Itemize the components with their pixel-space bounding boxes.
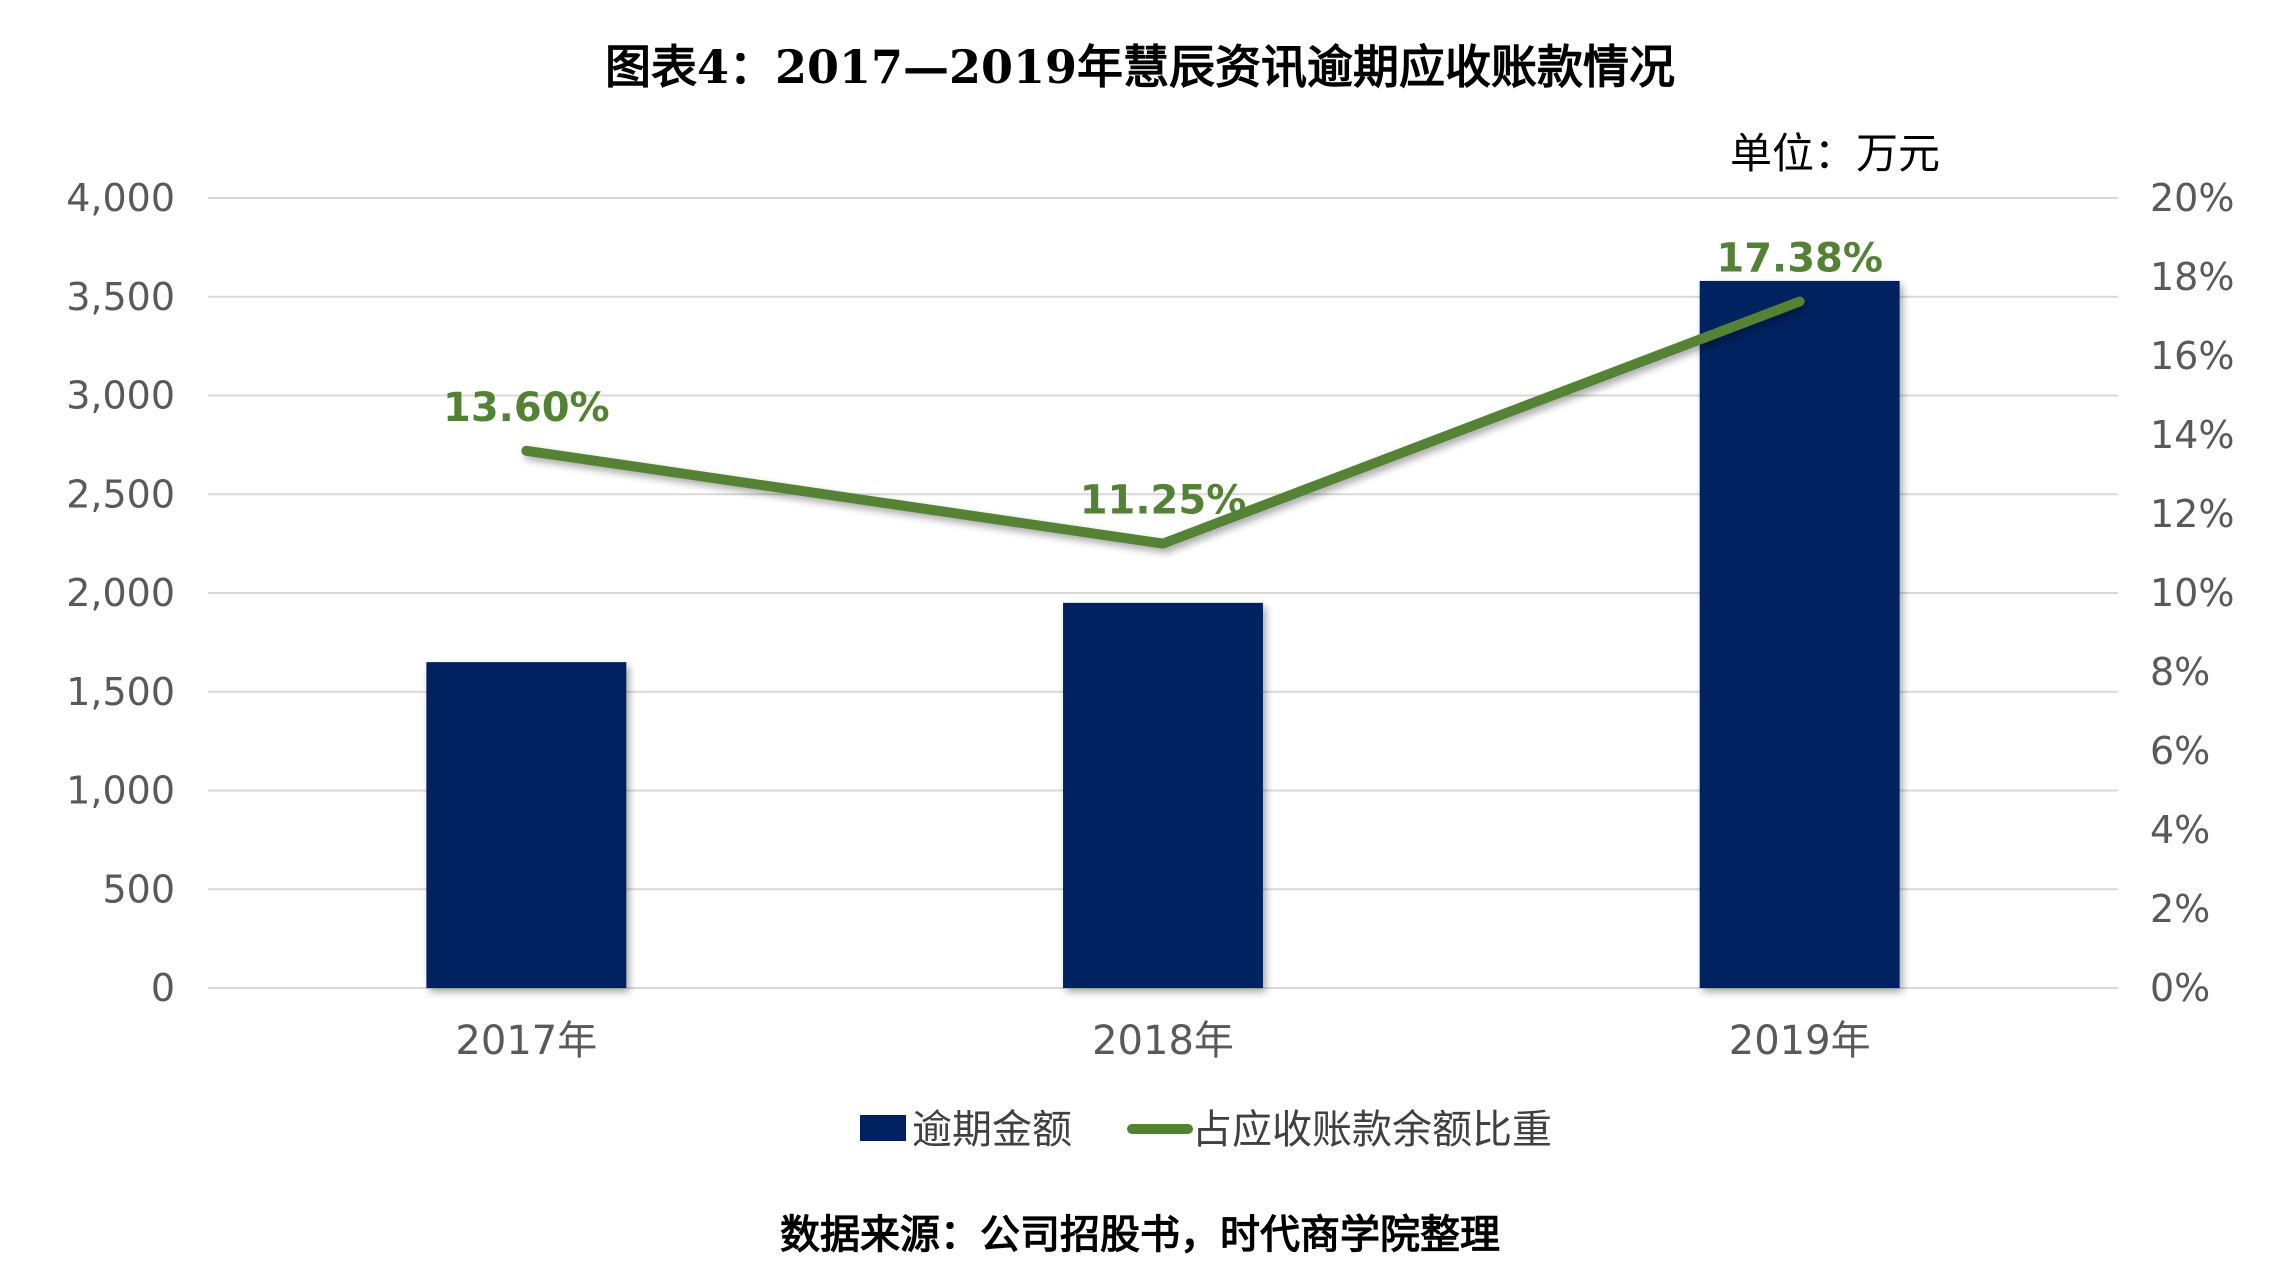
legend-line-label: 占应收账款余额比重: [1192, 1107, 1552, 1153]
left-tick-label: 3,000: [66, 374, 175, 418]
legend-bar-swatch: [860, 1115, 906, 1141]
data-label-2018年: 11.25%: [1080, 478, 1247, 524]
left-tick-label: 1,000: [66, 769, 175, 813]
unit-label: 单位：万元: [1730, 129, 1940, 178]
right-tick-label: 14%: [2150, 413, 2234, 457]
legend-bar-label: 逾期金额: [912, 1107, 1072, 1153]
line-series: 13.60% 11.25% 17.38%: [443, 235, 1883, 549]
left-tick-label: 1,500: [66, 670, 175, 714]
right-tick-label: 8%: [2150, 650, 2210, 694]
x-tick-label: 2018年: [1092, 1018, 1234, 1064]
bar-2018年: [1063, 602, 1263, 988]
right-tick-label: 12%: [2150, 492, 2234, 536]
right-tick-label: 10%: [2150, 571, 2234, 615]
left-tick-label: 2,500: [66, 472, 175, 516]
bar-2019年: [1699, 280, 1900, 988]
bar-series: [426, 280, 1900, 988]
legend: 逾期金额 占应收账款余额比重: [860, 1107, 1552, 1153]
right-tick-label: 16%: [2150, 334, 2234, 378]
right-tick-label: 0%: [2150, 966, 2210, 1010]
source-note: 数据来源：公司招股书，时代商学院整理: [780, 1212, 1500, 1258]
left-tick-label: 3,500: [66, 275, 175, 319]
data-label-2019年: 17.38%: [1716, 235, 1883, 281]
left-tick-label: 0: [151, 966, 175, 1010]
left-tick-label: 2,000: [66, 571, 175, 615]
right-tick-label: 6%: [2150, 729, 2210, 773]
left-tick-label: 500: [102, 867, 175, 911]
x-tick-label: 2019年: [1729, 1018, 1871, 1064]
x-tick-label: 2017年: [455, 1018, 597, 1064]
right-tick-label: 4%: [2150, 808, 2210, 852]
data-label-2017年: 13.60%: [443, 385, 610, 431]
right-axis: 0% 2% 4% 6% 8% 10% 12% 14% 16% 18% 20%: [2150, 176, 2234, 1010]
chart-title: 图表4：2017—2019年慧辰资讯逾期应收账款情况: [605, 40, 1675, 94]
line-path: [521, 296, 1805, 549]
left-tick-label: 4,000: [66, 176, 175, 220]
right-tick-label: 20%: [2150, 176, 2234, 220]
left-axis: 0 500 1,000 1,500 2,000 2,500 3,000 3,500 4,000: [66, 176, 175, 1010]
right-tick-label: 2%: [2150, 887, 2210, 931]
x-axis: 2017年 2018年 2019年: [455, 1018, 1870, 1064]
bar-2017年: [426, 662, 627, 988]
right-tick-label: 18%: [2150, 255, 2234, 299]
